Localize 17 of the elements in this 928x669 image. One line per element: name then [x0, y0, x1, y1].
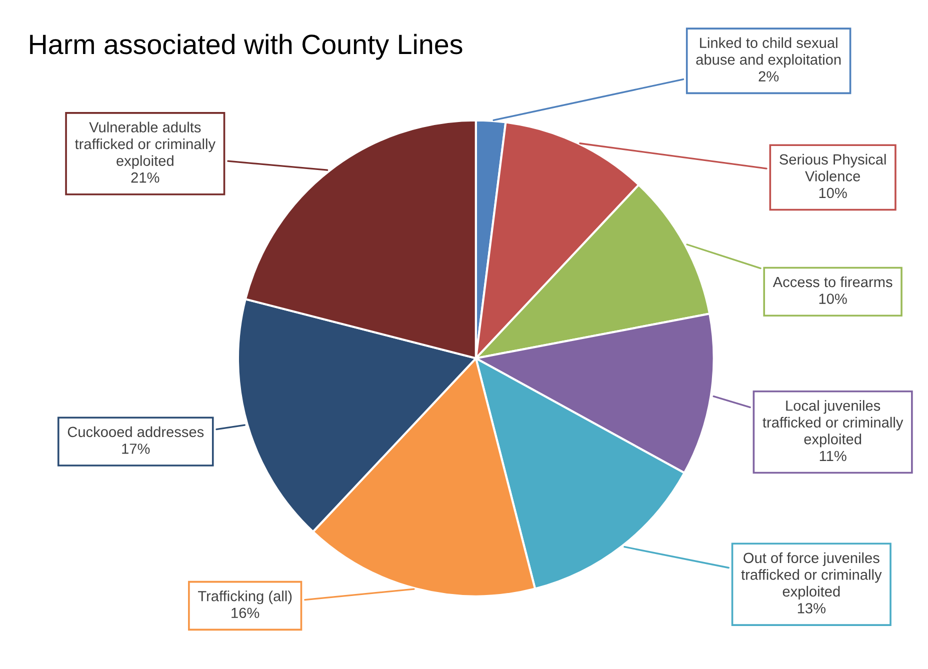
- slice-label: Linked to child sexual abuse and exploitation: [696, 37, 841, 68]
- slice-label: Local juveniles trafficked or criminally exploited: [762, 400, 904, 448]
- data-label: 10%: [819, 294, 847, 304]
- data-label: 10%: [819, 188, 847, 198]
- slice-label: Cuckooed addresses: [68, 426, 204, 438]
- slice-label: Out of force juveniles trafficked or criminally exploited: [741, 552, 882, 600]
- slice-label: Trafficking (all): [198, 590, 292, 604]
- data-label: 2%: [758, 71, 779, 82]
- slice-label: Serious Physical Violence: [780, 154, 886, 182]
- data-label: 21%: [131, 172, 160, 183]
- data-label: 16%: [232, 608, 260, 618]
- data-label: 17%: [122, 444, 150, 454]
- chart-title: Harm associated with County Lines: [30, 34, 462, 60]
- data-label: 11%: [820, 450, 846, 462]
- slice-label: Access to firearms: [772, 276, 892, 288]
- slice-label: Vulnerable adults trafficked or criminally exploited: [75, 122, 216, 169]
- data-label: 13%: [798, 603, 826, 614]
